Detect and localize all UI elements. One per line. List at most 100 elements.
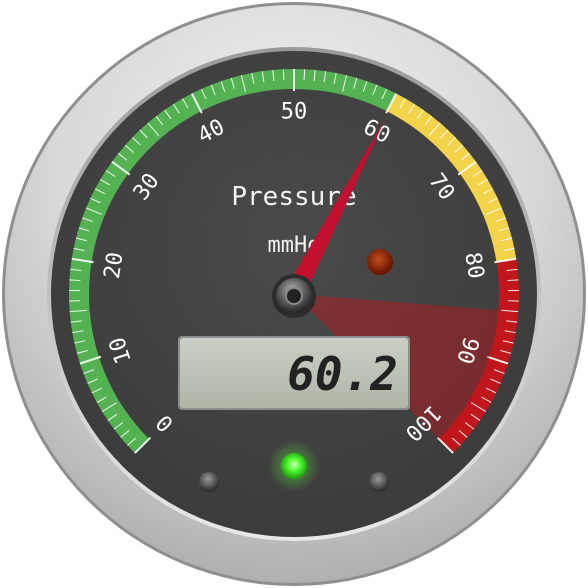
tick-0 bbox=[134, 436, 152, 454]
tick-37 bbox=[164, 109, 172, 120]
status-led bbox=[281, 453, 307, 479]
tick-46 bbox=[251, 72, 255, 84]
user-led bbox=[367, 249, 393, 275]
tick-47 bbox=[261, 71, 265, 83]
tick-89 bbox=[500, 349, 512, 354]
tick-14 bbox=[70, 320, 82, 323]
section-1 bbox=[387, 93, 517, 262]
tick-95 bbox=[471, 402, 487, 412]
tick-88 bbox=[502, 340, 514, 344]
tick-87 bbox=[504, 330, 516, 334]
tick-57 bbox=[362, 80, 368, 92]
tick-55 bbox=[342, 75, 348, 92]
tick-62 bbox=[408, 103, 415, 114]
tick-48 bbox=[272, 69, 275, 81]
tick-21 bbox=[73, 247, 85, 252]
tick-68 bbox=[454, 144, 464, 153]
section-2 bbox=[438, 258, 519, 454]
tick-42 bbox=[210, 84, 216, 96]
tick-80 bbox=[494, 257, 517, 264]
tick-69 bbox=[460, 152, 470, 161]
tick-67 bbox=[447, 137, 456, 146]
tick-54 bbox=[333, 72, 337, 84]
section-ring bbox=[69, 69, 519, 454]
tick-58 bbox=[372, 84, 378, 96]
tick-91 bbox=[494, 369, 505, 374]
tick-24 bbox=[82, 217, 93, 222]
tick-64 bbox=[424, 115, 433, 126]
tick-33 bbox=[132, 137, 141, 146]
tick-98 bbox=[458, 430, 468, 438]
tick-96 bbox=[470, 413, 481, 421]
tick-61 bbox=[399, 98, 406, 109]
tick-5 bbox=[101, 402, 117, 412]
tick-15 bbox=[69, 309, 87, 313]
tick-56 bbox=[353, 77, 358, 89]
tick-11 bbox=[76, 349, 88, 354]
lcd-display: 60.2 bbox=[178, 336, 410, 410]
tick-38 bbox=[173, 103, 180, 114]
tick-73 bbox=[482, 188, 494, 195]
tick-51 bbox=[303, 69, 306, 81]
scale-label-20: 20 bbox=[100, 250, 129, 280]
tick-53 bbox=[323, 71, 327, 83]
tick-81 bbox=[506, 268, 518, 272]
tick-29 bbox=[105, 170, 116, 177]
tick-3 bbox=[113, 422, 124, 430]
tick-52 bbox=[313, 69, 316, 81]
tick-79 bbox=[503, 247, 515, 252]
tick-6 bbox=[96, 396, 107, 403]
tick-28 bbox=[100, 179, 111, 186]
tick-76 bbox=[495, 217, 506, 222]
tick-31 bbox=[118, 152, 128, 161]
tick-2 bbox=[120, 430, 130, 438]
gauge-pointer bbox=[285, 118, 386, 307]
tick-63 bbox=[416, 109, 424, 120]
tick-60 bbox=[385, 93, 398, 114]
tick-32 bbox=[124, 144, 134, 153]
tick-66 bbox=[440, 129, 449, 139]
lcd-value: 60.2 bbox=[287, 347, 398, 401]
tick-34 bbox=[139, 129, 148, 139]
pointer-needle bbox=[285, 118, 386, 307]
tick-4 bbox=[107, 413, 118, 421]
tick-82 bbox=[507, 279, 519, 282]
tick-9 bbox=[83, 369, 94, 374]
tick-22 bbox=[75, 237, 87, 242]
tick-marks bbox=[69, 69, 519, 454]
center-knob bbox=[272, 274, 316, 318]
tick-12 bbox=[74, 340, 86, 344]
tick-27 bbox=[94, 188, 106, 195]
tick-18 bbox=[69, 279, 81, 282]
tick-74 bbox=[487, 197, 498, 204]
tick-97 bbox=[464, 422, 475, 430]
tick-94 bbox=[481, 396, 492, 403]
tick-40 bbox=[190, 93, 203, 114]
tick-85 bbox=[501, 309, 519, 313]
tick-8 bbox=[87, 378, 98, 384]
tick-90 bbox=[486, 355, 509, 365]
tick-26 bbox=[90, 197, 101, 204]
tick-30 bbox=[111, 160, 131, 176]
tick-77 bbox=[498, 227, 510, 232]
tick-45 bbox=[240, 75, 246, 92]
tick-72 bbox=[477, 179, 488, 186]
tick-100 bbox=[436, 436, 454, 454]
tick-44 bbox=[230, 77, 235, 89]
tick-23 bbox=[78, 227, 90, 232]
tick-43 bbox=[220, 80, 226, 92]
tick-20 bbox=[71, 257, 94, 264]
tick-36 bbox=[155, 115, 164, 126]
left-screw bbox=[199, 472, 219, 492]
tick-10 bbox=[79, 355, 102, 365]
tick-71 bbox=[472, 170, 483, 177]
tick-86 bbox=[506, 320, 518, 323]
tick-92 bbox=[490, 378, 501, 384]
tick-7 bbox=[91, 387, 103, 394]
scale-label-80: 80 bbox=[459, 250, 488, 280]
tick-41 bbox=[200, 88, 207, 100]
scale-label-50: 50 bbox=[281, 100, 308, 125]
tick-75 bbox=[485, 207, 503, 215]
tick-35 bbox=[147, 122, 160, 137]
